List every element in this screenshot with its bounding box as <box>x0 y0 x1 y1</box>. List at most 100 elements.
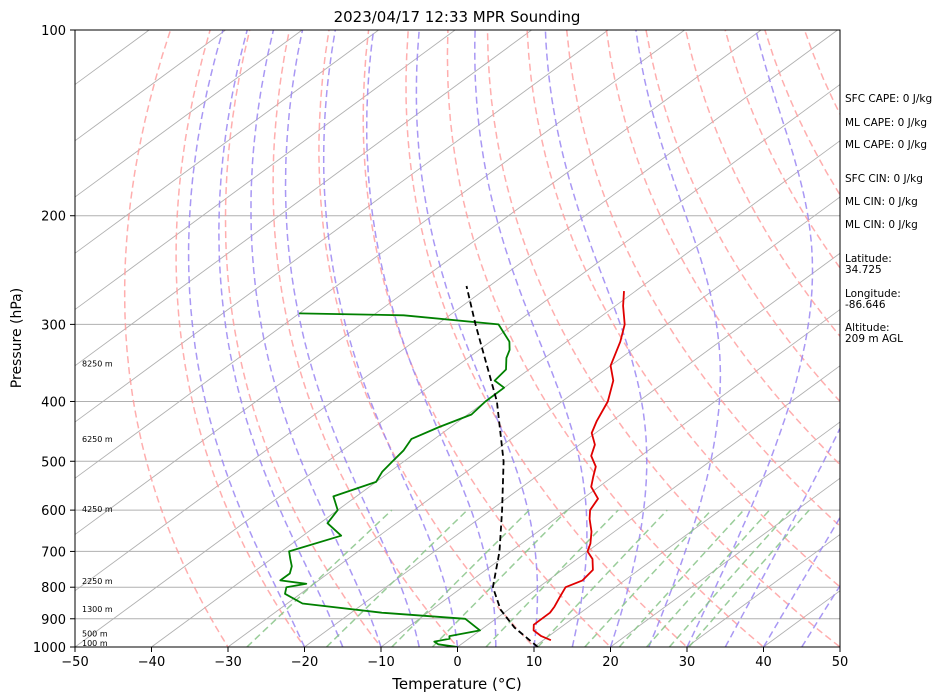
x-tick-label: −40 <box>138 655 165 670</box>
dry-adiabat-line <box>123 30 229 647</box>
height-label: 8250 m <box>82 359 113 368</box>
y-tick-label: 500 <box>41 455 66 470</box>
moist-adiabat-line <box>474 30 588 647</box>
dry-adiabat-line <box>684 30 840 338</box>
location-value: 209 m AGL <box>845 333 903 345</box>
mixing-ratio-line <box>537 509 668 647</box>
location-label: Altitude: <box>845 322 890 334</box>
isotherm-line <box>457 365 840 647</box>
chart-title: 2023/04/17 12:33 MPR Sounding <box>334 8 581 26</box>
mixing-ratio-line <box>646 509 771 647</box>
mixing-ratio-line <box>246 509 393 647</box>
isotherm-line <box>75 30 226 142</box>
isotherm-line <box>75 30 379 254</box>
y-tick-label: 300 <box>41 318 66 333</box>
dry-adiabat-line <box>224 30 382 647</box>
moist-adiabat-line <box>724 426 840 647</box>
location-label: Latitude: <box>845 253 892 265</box>
isotherm-line <box>75 30 532 367</box>
profiles <box>279 285 626 647</box>
isotherm-line <box>75 30 762 536</box>
moist-adiabat-line <box>365 30 497 647</box>
dry-adiabat-line <box>405 30 689 647</box>
location-label: Longitude: <box>845 288 901 300</box>
x-tick-label: 40 <box>755 655 772 670</box>
mixing-ratio-line <box>584 509 712 647</box>
y-axis-label: Pressure (hPa) <box>9 288 25 388</box>
x-tick-label: 0 <box>453 655 461 670</box>
y-tick-label: 1000 <box>33 641 66 656</box>
isotherm-line <box>304 252 840 647</box>
y-tick-label: 900 <box>41 613 66 628</box>
mixing-ratio-line <box>618 509 745 647</box>
x-tick-label: −10 <box>367 655 394 670</box>
y-tick-label: 100 <box>41 24 66 39</box>
mixing-ratio-line <box>688 509 810 647</box>
isotherm-line <box>686 533 840 647</box>
x-tick-label: −20 <box>291 655 318 670</box>
x-tick-label: −30 <box>214 655 241 670</box>
moist-adiabat-line <box>218 30 344 647</box>
height-label: 6250 m <box>82 435 113 444</box>
location-value: -86.646 <box>845 299 886 311</box>
axis-ticks: −50 −40 −30 −20 −10 0 10 20 30 40 50 100 200 300 400 50… <box>33 24 848 670</box>
isotherm-line <box>610 477 840 647</box>
mixing-ratio-line <box>431 509 569 647</box>
moist-adiabat-line <box>250 30 382 647</box>
mixing-ratio-line <box>391 509 530 647</box>
y-tick-label: 800 <box>41 581 66 596</box>
cape-cin-text: ML CIN: 0 J/kg <box>845 196 918 208</box>
x-tick-label: 20 <box>602 655 619 670</box>
isotherm-line <box>533 421 840 647</box>
side-annotations: SFC CAPE: 0 J/kg ML CAPE: 0 J/kg ML CAPE: … <box>845 93 932 345</box>
isotherm-line <box>75 30 609 423</box>
dry-adiabat-line <box>362 30 612 647</box>
dry-adiabat-line <box>318 30 536 647</box>
height-label: 100 m <box>82 639 108 648</box>
x-tick-label: 10 <box>526 655 543 670</box>
y-tick-label: 400 <box>41 395 66 410</box>
dry-adiabat-line <box>526 30 840 588</box>
isotherm-line <box>75 30 456 311</box>
isotherm-line <box>75 30 303 198</box>
y-tick-label: 700 <box>41 545 66 560</box>
background-lines <box>75 30 840 647</box>
isotherm-line <box>380 308 840 647</box>
dry-adiabat-line <box>486 30 840 647</box>
moist-adiabat-line <box>322 30 459 647</box>
isotherm-line <box>151 140 840 647</box>
height-label: 4250 m <box>82 505 113 514</box>
cape-cin-text: ML CIN: 0 J/kg <box>845 219 918 231</box>
height-label: 1300 m <box>82 605 113 614</box>
moist-adiabat-line <box>284 30 421 647</box>
cape-cin-text: SFC CIN: 0 J/kg <box>845 173 923 185</box>
isotherm-line <box>75 30 685 479</box>
y-tick-label: 200 <box>41 210 66 225</box>
height-label: 2250 m <box>82 577 113 586</box>
isotherm-line <box>75 83 840 647</box>
y-tick-label: 600 <box>41 504 66 519</box>
parcel-profile-line <box>465 285 539 647</box>
x-tick-label: 50 <box>832 655 849 670</box>
x-axis-label: Temperature (°C) <box>391 675 521 693</box>
isotherm-line <box>227 196 840 647</box>
dewpoint-profile-line <box>279 312 511 647</box>
mixing-ratio-line <box>668 509 792 647</box>
moist-adiabat-line <box>762 516 840 647</box>
mixing-ratio-line <box>485 509 619 647</box>
dry-adiabat-line <box>565 30 840 528</box>
moist-adiabat-line <box>415 30 539 647</box>
cape-cin-text: ML CAPE: 0 J/kg <box>845 117 927 129</box>
isotherm-line <box>75 30 838 592</box>
x-tick-label: 30 <box>679 655 696 670</box>
x-tick-label: −50 <box>61 655 88 670</box>
height-label: 500 m <box>82 629 108 638</box>
location-value: 34.725 <box>845 264 882 276</box>
mixing-ratio-line <box>325 509 468 647</box>
moist-adiabat-line <box>635 30 722 647</box>
moist-adiabat-line <box>187 30 306 647</box>
dry-adiabat-line <box>446 30 765 647</box>
